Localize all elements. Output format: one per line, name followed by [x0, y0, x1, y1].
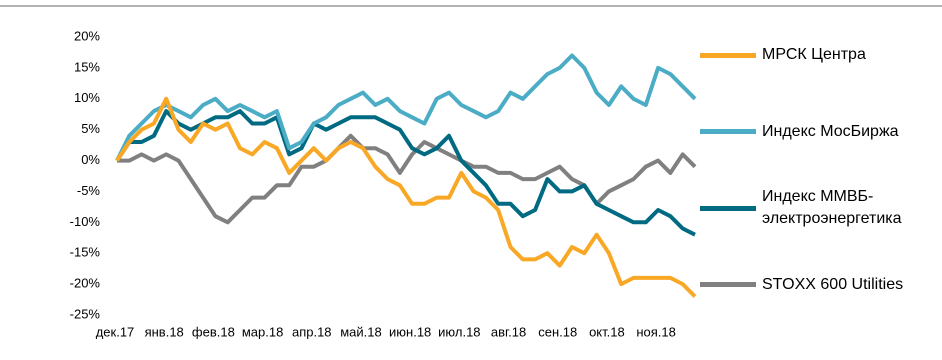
y-tick-label: -20% — [70, 276, 101, 291]
series-line — [115, 96, 697, 298]
x-tick-label: фев.18 — [192, 324, 235, 339]
y-tick-label: 15% — [74, 59, 100, 74]
legend-swatch — [700, 205, 756, 211]
legend-item: МРСК Центра — [700, 30, 940, 80]
y-tick-label: -5% — [77, 183, 101, 198]
x-tick-label: авг.18 — [491, 324, 526, 339]
x-tick-label: ноя.18 — [636, 324, 676, 339]
y-tick-label: -15% — [70, 245, 101, 260]
legend-label: STOXX 600 Utilities — [762, 275, 904, 293]
x-tick-label: июл.18 — [438, 324, 480, 339]
legend: МРСК Центра Индекс МосБиржа Индекс ММВБ- э… — [700, 30, 940, 310]
y-tick-label: 10% — [74, 90, 100, 105]
y-tick-label: -25% — [70, 306, 101, 321]
legend-label: МРСК Центра — [762, 46, 866, 63]
x-tick-label: окт.18 — [589, 324, 625, 339]
series-line — [115, 53, 697, 162]
series-line — [115, 109, 696, 237]
x-tick-label: янв.18 — [145, 324, 184, 339]
legend-label: Индекс МосБиржа — [762, 122, 899, 140]
x-tick-label: дек.17 — [96, 324, 135, 339]
legend-swatch — [700, 129, 756, 135]
legend-item: STOXX 600 Utilities — [700, 260, 940, 310]
y-tick-label: 5% — [81, 121, 100, 136]
legend-swatch — [700, 282, 756, 288]
x-tick-label: май.18 — [340, 324, 382, 339]
legend-swatch — [700, 52, 756, 58]
y-tick-label: 0% — [81, 152, 100, 167]
series-line — [117, 133, 697, 225]
legend-item: Индекс ММВБ- электроэнергетика — [700, 183, 940, 233]
legend-item: Индекс МосБиржа — [700, 107, 940, 157]
y-tick-label: -10% — [70, 214, 101, 229]
x-tick-label: июн.18 — [389, 324, 431, 339]
x-tick-label: мар.18 — [242, 324, 283, 339]
legend-label: Индекс ММВБ- электроэнергетика — [762, 188, 902, 228]
y-tick-label: 20% — [74, 28, 100, 43]
x-tick-label: апр.18 — [292, 324, 332, 339]
x-tick-label: сен.18 — [538, 324, 577, 339]
